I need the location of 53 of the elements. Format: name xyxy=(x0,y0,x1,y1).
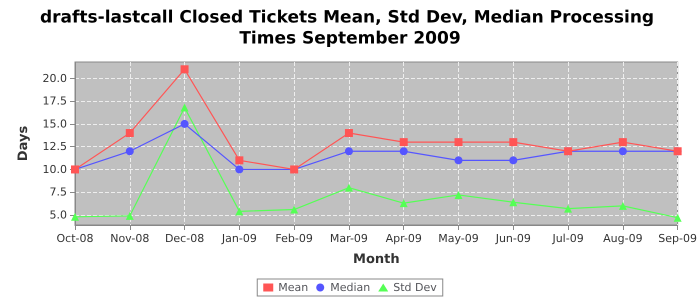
point xyxy=(71,212,79,221)
point xyxy=(509,156,518,164)
x-tick-label: Oct-08 xyxy=(56,232,94,245)
point xyxy=(618,138,627,146)
x-tick-label: Jan-09 xyxy=(220,232,257,245)
point xyxy=(564,204,572,213)
point xyxy=(126,129,134,138)
point xyxy=(344,184,353,192)
y-tick-label: 20.0 xyxy=(42,72,67,85)
point xyxy=(235,207,244,216)
y-tick-label: 15.0 xyxy=(42,117,67,130)
point xyxy=(400,199,408,208)
x-tick-label: Jun-09 xyxy=(494,232,531,245)
point xyxy=(344,147,353,156)
x-tick-label: Apr-09 xyxy=(386,232,422,245)
point xyxy=(509,198,518,206)
point xyxy=(180,104,189,112)
point xyxy=(180,120,189,128)
point xyxy=(400,138,408,146)
y-tick-label: 17.5 xyxy=(42,94,67,108)
legend-label: Median xyxy=(330,281,370,294)
point xyxy=(618,202,627,210)
x-axis-title: Month xyxy=(353,252,400,267)
y-tick-label: 10.0 xyxy=(42,162,67,176)
point xyxy=(126,147,134,156)
point xyxy=(235,165,244,174)
point xyxy=(344,129,353,138)
point xyxy=(454,138,463,146)
point xyxy=(290,206,298,214)
point xyxy=(180,65,189,74)
point xyxy=(235,156,244,164)
x-tick-label: May-09 xyxy=(438,232,479,245)
point xyxy=(400,147,408,156)
chart-title: drafts-lastcall Closed Tickets Mean, Std Dev, Median Processing Times September 2009 xyxy=(40,8,660,48)
x-tick-label: Jul-09 xyxy=(551,232,584,245)
y-tick-label: 12.5 xyxy=(42,140,67,154)
legend-label: Mean xyxy=(278,281,308,294)
point xyxy=(454,156,463,164)
point xyxy=(618,147,627,156)
point xyxy=(674,214,682,222)
x-tick-label: Nov-08 xyxy=(110,232,150,245)
x-tick-label: Mar-09 xyxy=(330,232,368,245)
x-tick-label: Feb-09 xyxy=(275,232,313,245)
y-tick-label: 5.0 xyxy=(50,208,67,222)
x-tick-label: Sep-09 xyxy=(658,232,697,245)
x-tick-label: Dec-08 xyxy=(164,232,204,245)
x-tick-label: Aug-09 xyxy=(603,232,643,245)
y-axis-title: Days xyxy=(16,126,31,162)
legend-label: Std Dev xyxy=(393,281,438,294)
y-tick-label: 7.5 xyxy=(50,186,67,199)
point xyxy=(509,138,518,146)
point xyxy=(454,190,463,199)
point xyxy=(126,212,134,220)
